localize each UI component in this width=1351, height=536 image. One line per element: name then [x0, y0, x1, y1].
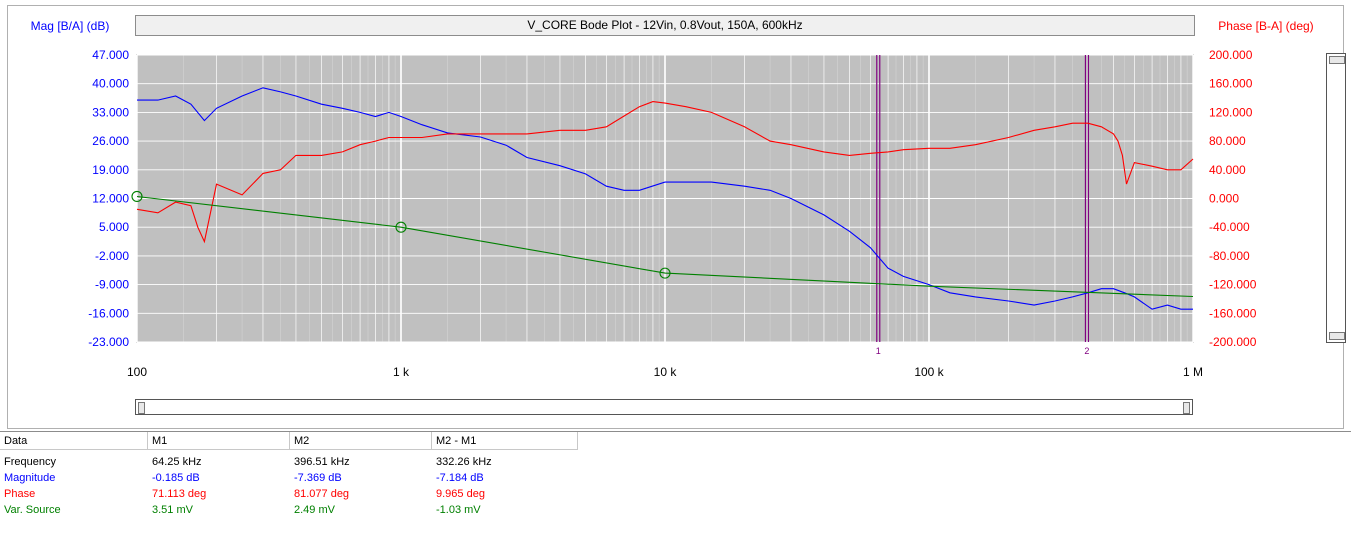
x-tick-label: 100: [127, 365, 147, 379]
right-tick-label: 40.000: [1209, 163, 1246, 177]
left-tick-label: -16.000: [88, 306, 129, 320]
m1-value: 3.51 mV: [152, 504, 193, 516]
left-tick-label: 33.000: [92, 105, 129, 119]
diff-value: -7.184 dB: [436, 472, 484, 484]
right-tick-label: 0.000: [1209, 192, 1239, 206]
table-row-phase: Phase 71.113 deg 81.077 deg 9.965 deg: [0, 488, 1351, 501]
diff-value: 9.965 deg: [436, 488, 485, 500]
left-axis-label: Mag [B/A] (dB): [31, 19, 110, 33]
x-axis-ticks: 100 1 k 10 k 100 k 1 M: [127, 365, 1203, 379]
left-tick-label: 5.000: [99, 220, 129, 234]
m1-value: 64.25 kHz: [152, 456, 202, 468]
table-row-var-source: Var. Source 3.51 mV 2.49 mV -1.03 mV: [0, 504, 1351, 517]
header-m2-m1[interactable]: M2 - M1: [432, 432, 578, 450]
header-data[interactable]: Data: [0, 432, 148, 450]
scroll-top-handle[interactable]: [1329, 56, 1345, 64]
marker-data-table: Data M1 M2 M2 - M1 Frequency 64.25 kHz 3…: [0, 431, 1351, 536]
right-tick-label: -200.000: [1209, 335, 1257, 349]
series-point: [395, 221, 407, 233]
row-label: Var. Source: [4, 504, 61, 516]
x-tick-label: 10 k: [654, 365, 678, 379]
right-tick-label: -120.000: [1209, 278, 1257, 292]
diff-value: 332.26 kHz: [436, 456, 492, 468]
scroll-left-handle[interactable]: [138, 402, 145, 414]
left-tick-label: -23.000: [88, 335, 129, 349]
right-axis-ticks: 200.000 160.000 120.000 80.000 40.000 0.000 -4…: [1209, 48, 1257, 349]
row-label: Magnitude: [4, 472, 56, 484]
x-tick-label: 100 k: [914, 365, 944, 379]
horizontal-scrollbar[interactable]: [135, 399, 1193, 415]
left-tick-label: -2.000: [95, 249, 129, 263]
series: [131, 87, 1194, 310]
left-tick-label: 47.000: [92, 48, 129, 62]
chart-title: V_CORE Bode Plot - 12Vin, 0.8Vout, 150A,…: [135, 15, 1195, 36]
x-tick-label: 1 k: [393, 365, 410, 379]
marker-label: 1: [876, 346, 881, 356]
left-tick-label: 12.000: [92, 192, 129, 206]
header-m2[interactable]: M2: [290, 432, 432, 450]
series-line-2: [136, 195, 1194, 298]
left-axis-ticks: 47.000 40.000 33.000 26.000 19.000 12.000 5.00…: [88, 48, 129, 349]
right-tick-label: 120.000: [1209, 105, 1253, 119]
scroll-bottom-handle[interactable]: [1329, 332, 1345, 340]
table-header: Data M1 M2 M2 - M1: [0, 432, 1351, 450]
table-row-frequency: Frequency 64.25 kHz 396.51 kHz 332.26 kH…: [0, 456, 1351, 469]
left-tick-label: 19.000: [92, 163, 129, 177]
header-m1[interactable]: M1: [148, 432, 290, 450]
x-tick-label: 1 M: [1183, 365, 1203, 379]
left-tick-label: 26.000: [92, 134, 129, 148]
series-line-0: [137, 87, 1193, 310]
m2-value: 2.49 mV: [294, 504, 335, 516]
m1-value: -0.185 dB: [152, 472, 200, 484]
row-label: Phase: [4, 488, 36, 500]
m2-value: 81.077 deg: [294, 488, 350, 500]
right-tick-label: 80.000: [1209, 134, 1246, 148]
right-tick-label: -40.000: [1209, 220, 1250, 234]
vertical-scrollbar[interactable]: [1326, 53, 1346, 343]
m2-value: -7.369 dB: [294, 472, 342, 484]
scroll-right-handle[interactable]: [1183, 402, 1190, 414]
bode-plot[interactable]: Mag [B/A] (dB) Phase [B-A] (deg) 47.0004…: [0, 0, 1351, 430]
right-tick-label: 160.000: [1209, 77, 1253, 91]
series-point: [131, 190, 143, 202]
series-point: [659, 267, 671, 279]
right-tick-label: -160.000: [1209, 306, 1257, 320]
m2-value: 396.51 kHz: [294, 456, 350, 468]
right-tick-label: 200.000: [1209, 48, 1253, 62]
left-tick-label: -9.000: [95, 278, 129, 292]
table-row-magnitude: Magnitude -0.185 dB -7.369 dB -7.184 dB: [0, 472, 1351, 485]
m1-value: 71.113 deg: [152, 488, 207, 500]
diff-value: -1.03 mV: [436, 504, 481, 516]
series-line-1: [136, 101, 1194, 244]
row-label: Frequency: [4, 456, 56, 468]
left-tick-label: 40.000: [92, 77, 129, 91]
right-axis-label: Phase [B-A] (deg): [1218, 19, 1313, 33]
marker-label: 2: [1084, 346, 1089, 356]
right-tick-label: -80.000: [1209, 249, 1250, 263]
